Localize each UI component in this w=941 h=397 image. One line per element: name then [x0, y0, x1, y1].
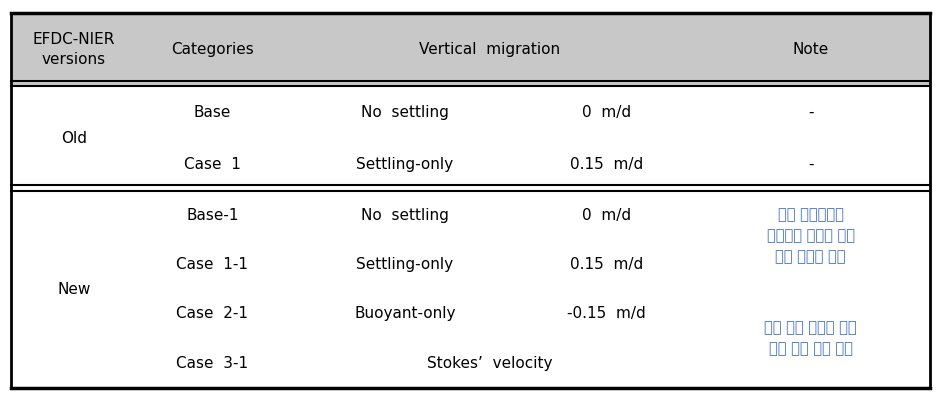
- Text: No  settling: No settling: [361, 105, 449, 120]
- Text: 조류 모의모듈의
단순침강 옵션에 대한
모델 재현성 검토: 조류 모의모듈의 단순침강 옵션에 대한 모델 재현성 검토: [767, 208, 854, 264]
- Text: -: -: [808, 105, 813, 120]
- Text: Case  1: Case 1: [184, 157, 241, 172]
- Bar: [10, 13, 931, 86]
- Text: 신규 개발 모듈의 기능
정상 작동 여부 검토: 신규 개발 모듈의 기능 정상 작동 여부 검토: [764, 320, 857, 357]
- Text: Case  3-1: Case 3-1: [176, 356, 248, 370]
- Text: Case  1-1: Case 1-1: [177, 257, 248, 272]
- Text: 0  m/d: 0 m/d: [582, 208, 631, 223]
- Text: Note: Note: [792, 42, 829, 57]
- Text: -0.15  m/d: -0.15 m/d: [567, 306, 646, 321]
- Text: Base-1: Base-1: [186, 208, 239, 223]
- Text: Categories: Categories: [171, 42, 254, 57]
- Text: Buoyant-only: Buoyant-only: [354, 306, 455, 321]
- Text: Case  2-1: Case 2-1: [177, 306, 248, 321]
- Text: -: -: [808, 157, 813, 172]
- Text: Stokes’  velocity: Stokes’ velocity: [426, 356, 552, 370]
- Text: New: New: [57, 281, 90, 297]
- Text: EFDC-NIER
versions: EFDC-NIER versions: [33, 32, 116, 67]
- Text: Old: Old: [61, 131, 88, 146]
- Text: Base: Base: [194, 105, 231, 120]
- Text: No  settling: No settling: [361, 208, 449, 223]
- Text: Vertical  migration: Vertical migration: [419, 42, 560, 57]
- Text: 0  m/d: 0 m/d: [582, 105, 631, 120]
- Text: 0.15  m/d: 0.15 m/d: [570, 157, 643, 172]
- Text: 0.15  m/d: 0.15 m/d: [570, 257, 643, 272]
- Text: Settling-only: Settling-only: [357, 157, 454, 172]
- Text: Settling-only: Settling-only: [357, 257, 454, 272]
